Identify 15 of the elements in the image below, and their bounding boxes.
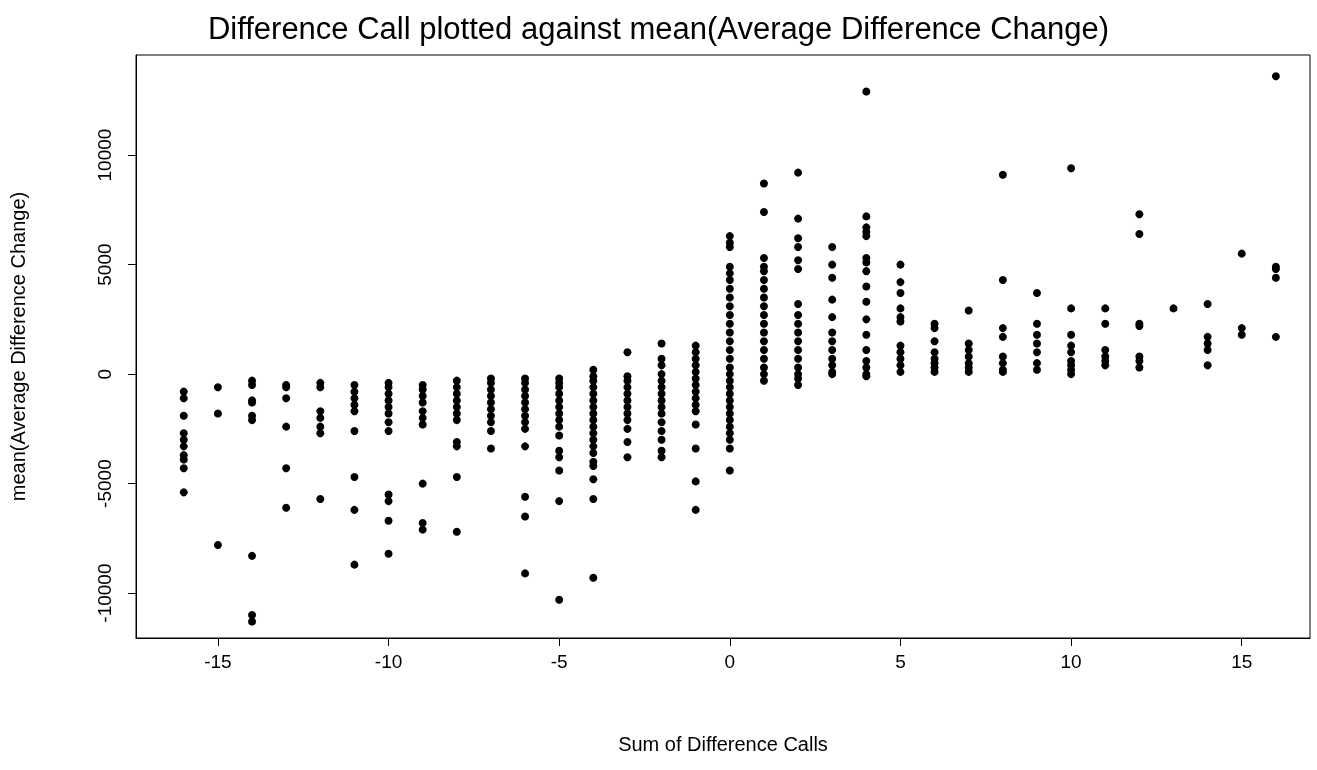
y-tick-label: -5000 — [94, 459, 115, 508]
x-tick-label: -15 — [204, 651, 232, 672]
x-tick-label: -5 — [550, 651, 568, 672]
x-tick-label: 15 — [1231, 651, 1253, 672]
y-axis-title: mean(Average Difference Change) — [7, 191, 29, 502]
chart-title: Difference Call plotted against mean(Average Difference Change) — [207, 11, 1110, 46]
y-tick-label: -10000 — [94, 563, 115, 623]
x-tick-label: 10 — [1060, 651, 1082, 672]
y-tick-label: 5000 — [94, 243, 115, 286]
x-tick-label: 0 — [724, 651, 736, 672]
y-tick-label: 10000 — [94, 128, 115, 182]
x-tick-label: -10 — [374, 651, 403, 672]
y-tick-label: 0 — [94, 368, 115, 380]
x-axis-title: Sum of Difference Calls — [618, 733, 828, 755]
x-tick-label: 5 — [895, 651, 906, 672]
